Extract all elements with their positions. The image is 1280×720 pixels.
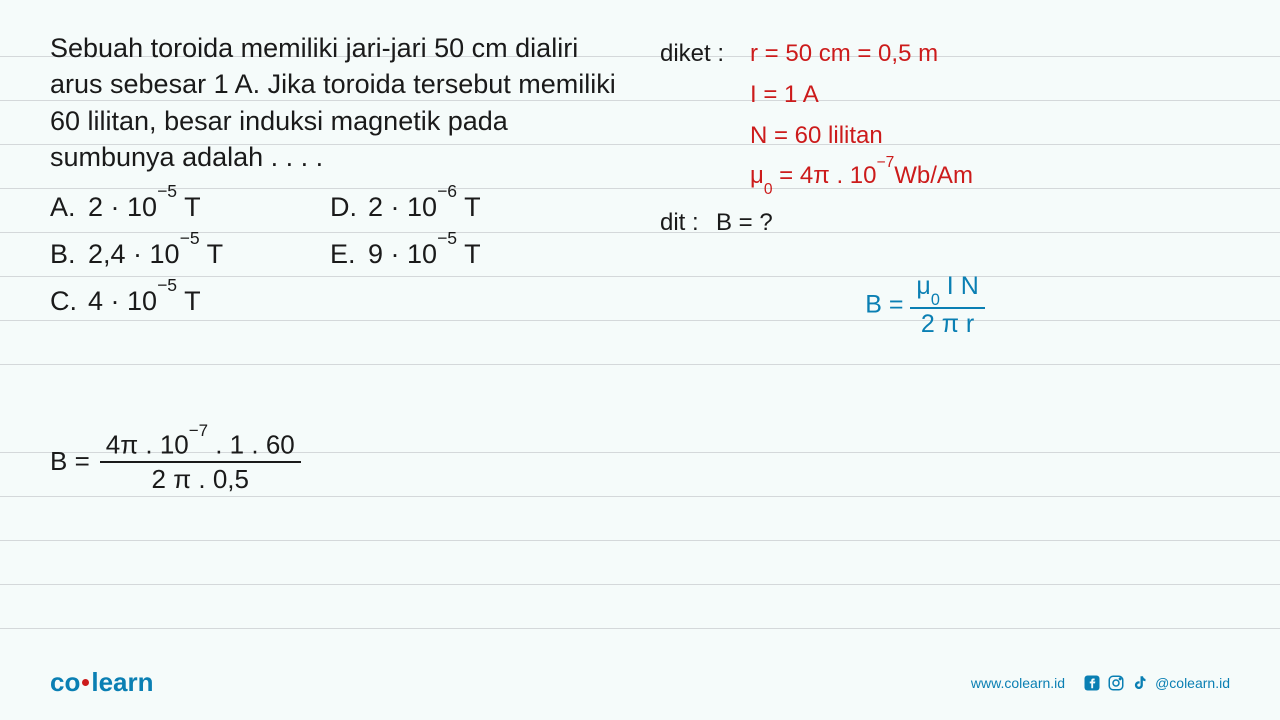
handwritten-notes: diket : r = 50 cm = 0,5 m I = 1 A N = 60…: [660, 34, 1230, 243]
formula-fraction: μ0 I N 2 π r: [910, 273, 984, 338]
option-A: A. 2 · 10−5 T: [50, 190, 330, 223]
option-label: D.: [330, 192, 354, 223]
option-label: B.: [50, 239, 74, 270]
diket-N: N = 60 lilitan: [750, 116, 883, 157]
instagram-icon: [1107, 674, 1125, 692]
content-row: Sebuah toroida memiliki jari-jari 50 cm …: [50, 30, 1230, 339]
option-label: E.: [330, 239, 354, 270]
calculation-B: B = 4π . 10−7 . 1 . 60 2 π . 0,5: [50, 430, 301, 494]
diket-r: r = 50 cm = 0,5 m: [750, 34, 938, 75]
facebook-icon: [1083, 674, 1101, 692]
diket-I: I = 1 A: [750, 75, 819, 116]
diket-row-I: I = 1 A: [660, 75, 1230, 116]
logo-learn: learn: [91, 667, 153, 697]
notes-column: diket : r = 50 cm = 0,5 m I = 1 A N = 60…: [660, 30, 1230, 339]
option-B: B. 2,4 · 10−5 T: [50, 237, 330, 270]
options-grid: A. 2 · 10−5 T D. 2 · 10−6 T B. 2,4 · 10−…: [50, 190, 630, 317]
formula-denominator: 2 π r: [910, 309, 984, 339]
question-column: Sebuah toroida memiliki jari-jari 50 cm …: [50, 30, 630, 339]
option-E: E. 9 · 10−5 T: [330, 237, 610, 270]
option-value: 4 · 10−5 T: [88, 284, 201, 317]
dit-row: dit : B = ?: [660, 203, 1230, 244]
option-D: D. 2 · 10−6 T: [330, 190, 610, 223]
option-value: 2,4 · 10−5 T: [88, 237, 223, 270]
calc-denominator: 2 π . 0,5: [100, 463, 301, 494]
option-value: 2 · 10−5 T: [88, 190, 201, 223]
brand-logo: colearn: [50, 667, 154, 698]
calc-lhs: B =: [50, 446, 90, 477]
formula-lhs: B =: [865, 291, 910, 319]
logo-dot-icon: [82, 679, 89, 686]
formula-numerator: μ0 I N: [910, 273, 984, 309]
diket-row-N: N = 60 lilitan: [660, 116, 1230, 157]
formula-B: B = μ0 I N 2 π r: [660, 273, 1230, 338]
dit-value: B = ?: [716, 203, 773, 244]
footer-right: www.colearn.id @colearn.id: [971, 674, 1230, 692]
logo-co: co: [50, 667, 80, 697]
social-handle: @colearn.id: [1155, 675, 1230, 691]
option-label: C.: [50, 286, 74, 317]
calc-numerator: 4π . 10−7 . 1 . 60: [100, 430, 301, 463]
option-value: 2 · 10−6 T: [368, 190, 481, 223]
dit-label: dit :: [660, 203, 716, 244]
option-C: C. 4 · 10−5 T: [50, 284, 330, 317]
tiktok-icon: [1131, 674, 1149, 692]
option-value: 9 · 10−5 T: [368, 237, 481, 270]
footer-url: www.colearn.id: [971, 675, 1065, 691]
diket-row-r: diket : r = 50 cm = 0,5 m: [660, 34, 1230, 75]
diket-mu0: μ0 = 4π . 10−7Wb/Am: [750, 156, 973, 198]
question-text: Sebuah toroida memiliki jari-jari 50 cm …: [50, 30, 630, 176]
diket-row-mu0: μ0 = 4π . 10−7Wb/Am: [660, 156, 1230, 198]
page-container: Sebuah toroida memiliki jari-jari 50 cm …: [0, 0, 1280, 720]
calc-fraction: 4π . 10−7 . 1 . 60 2 π . 0,5: [100, 430, 301, 494]
option-label: A.: [50, 192, 74, 223]
social-icons: @colearn.id: [1083, 674, 1230, 692]
diket-label: diket :: [660, 34, 750, 75]
footer: colearn www.colearn.id @colearn.id: [50, 667, 1230, 698]
